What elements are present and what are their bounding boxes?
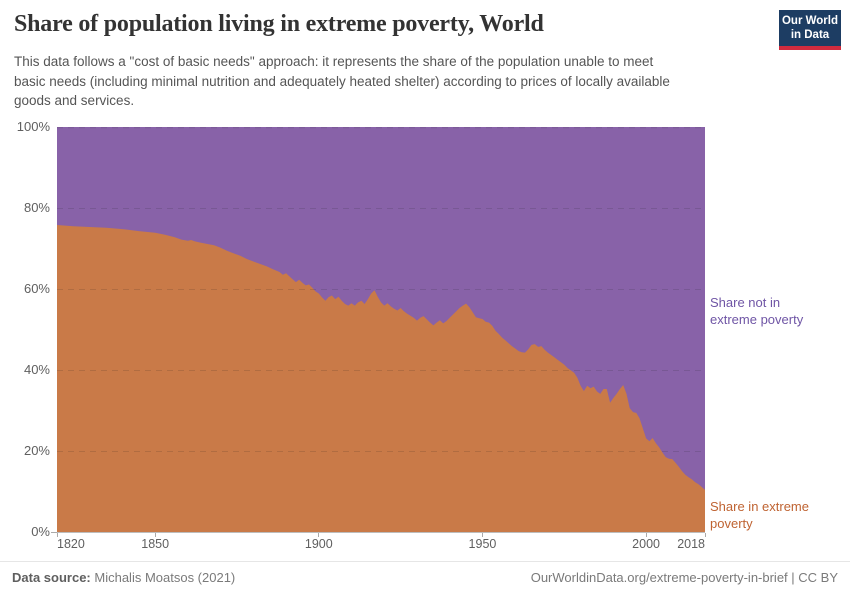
subtitle-line-1: This data follows a "cost of basic needs…: [14, 54, 654, 69]
data-source: Data source: Michalis Moatsos (2021): [12, 570, 235, 585]
footer-divider: [0, 561, 850, 562]
x-tick-1820: [56, 533, 58, 537]
x-tick-2000: [645, 533, 647, 537]
page-title: Share of population living in extreme po…: [14, 11, 544, 37]
x-tick-1850: [154, 533, 156, 537]
x-axis-label-2000: 2000: [632, 537, 660, 551]
x-tick-1900: [318, 533, 320, 537]
x-axis-label-2018: 2018: [677, 537, 705, 551]
y-axis-label-60: 60%: [23, 281, 50, 296]
y-axis-label-80: 80%: [23, 200, 50, 215]
footer-credit-link[interactable]: OurWorldinData.org/extreme-poverty-in-br…: [530, 570, 838, 585]
x-axis-label-1900: 1900: [304, 537, 333, 551]
subtitle-line-2: basic needs (including minimal nutrition…: [14, 73, 670, 89]
footer: Data source: Michalis Moatsos (2021) Our…: [12, 570, 838, 585]
x-tick-2018: [704, 533, 706, 537]
y-axis-label-0: 0%: [31, 524, 50, 539]
y-axis-label-20: 20%: [23, 443, 50, 458]
owid-logo-line-2: in Data: [790, 28, 830, 41]
x-axis-label-1950: 1950: [468, 537, 497, 551]
y-axis-label-40: 40%: [23, 362, 50, 377]
owid-logo-line-1: Our World: [781, 15, 838, 27]
series-label-share-not-in-extreme-poverty: Share not in extreme poverty: [710, 295, 804, 327]
stacked-area-plot[interactable]: [57, 127, 705, 533]
series-label-share-in-extreme-poverty: Share in extreme poverty: [710, 499, 809, 531]
owid-logo: Our World in Data: [779, 10, 841, 50]
y-axis-zero-tick: [51, 532, 57, 533]
data-source-value: Michalis Moatsos (2021): [94, 570, 236, 585]
y-axis-label-100: 100%: [16, 119, 50, 134]
area-share-in-extreme-poverty: [57, 225, 705, 532]
x-axis-label-1850: 1850: [141, 537, 170, 551]
subtitle-line-3: goods and services.: [14, 93, 135, 108]
chart-subtitle: This data follows a "cost of basic needs…: [14, 52, 670, 111]
x-axis-label-1820: 1820: [57, 537, 85, 551]
x-tick-1950: [481, 533, 483, 537]
data-source-label: Data source:: [12, 570, 91, 585]
